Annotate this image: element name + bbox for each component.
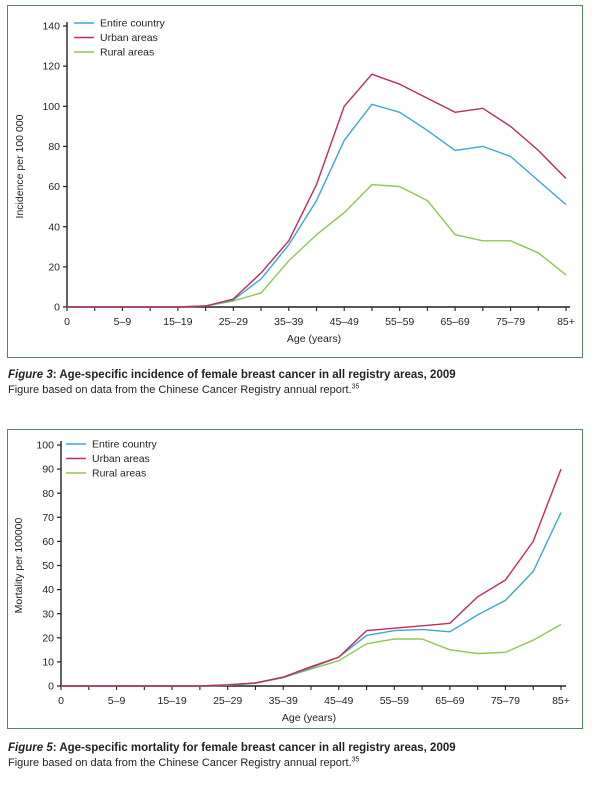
- chart1-legend-label-entire-country: Entire country: [100, 18, 166, 30]
- chart1-series-line-urban-areas: [67, 73, 567, 308]
- chart1-y-tick-label-100: 100: [42, 101, 60, 113]
- mortality-line-chart: 0 10 20 30 40 50 60 70 80 90 100 0 5–9 15–19 25–29 35–3…: [13, 439, 570, 724]
- chart2-y-tick-label-70: 70: [42, 512, 54, 524]
- chart2-y-tick-label-100: 100: [36, 440, 54, 452]
- figure-5-caption: Figure 5: Age-specific mortality for fem…: [8, 741, 588, 771]
- figure-5-title: Figure 5: Age-specific mortality for fem…: [8, 741, 588, 756]
- chart2-x-tick-label-55-59: 55–59: [380, 695, 409, 707]
- chart1-x-tick-label-85: 85+: [557, 316, 575, 328]
- figure-5-label: Figure 5: [8, 742, 53, 754]
- chart2-y-tick-label-40: 40: [42, 584, 54, 596]
- chart2-y-tick-label-10: 10: [42, 657, 54, 669]
- chart2-x-tick-label-45-49: 45–49: [324, 695, 353, 707]
- figure-3-reference: 35: [351, 383, 360, 391]
- figure-5-title-text: : Age-specific mortality for female brea…: [52, 742, 456, 754]
- chart2-series-line-urban-areas: [61, 468, 562, 687]
- chart1-y-tick-label-60: 60: [48, 181, 60, 193]
- chart1-x-tick-label-45-49: 45–49: [330, 316, 359, 328]
- chart1-legend-label-rural-areas: Rural areas: [100, 47, 154, 59]
- chart1-y-tick-label-120: 120: [42, 61, 60, 73]
- chart1-y-axis-title: Incidence per 100 000: [14, 114, 26, 218]
- chart1-x-tick-label-35-39: 35–39: [274, 316, 303, 328]
- chart2-y-tick-label-30: 30: [42, 608, 54, 620]
- chart2-y-tick-label-80: 80: [42, 488, 54, 500]
- chart1-legend-label-urban-areas: Urban areas: [100, 32, 158, 44]
- chart2-x-tick-label-75-79: 75–79: [491, 695, 520, 707]
- chart2-y-tick-label-90: 90: [42, 464, 54, 476]
- figure-3-source-text: Figure based on data from the Chinese Ca…: [8, 384, 352, 396]
- chart2-x-tick-label-65-69: 65–69: [435, 695, 464, 707]
- chart1-series-line-rural-areas: [67, 183, 567, 308]
- chart1-x-tick-label-0: 0: [64, 316, 70, 328]
- figure-3-label: Figure 3: [8, 369, 53, 381]
- chart2-legend-label-entire-country: Entire country: [92, 439, 158, 451]
- chart1-x-tick-label-75-79: 75–79: [496, 316, 525, 328]
- figure-5-source-text: Figure based on data from the Chinese Ca…: [8, 757, 352, 769]
- chart1-x-tick-label-5-9: 5–9: [114, 316, 132, 328]
- mortality-chart-panel: 0 10 20 30 40 50 60 70 80 90 100 0 5–9 15–19 25–29 35–3…: [7, 429, 583, 729]
- chart2-legend-label-rural-areas: Rural areas: [92, 468, 146, 480]
- chart2-x-axis-title: Age (years): [282, 712, 336, 724]
- chart2-x-tick-label-0: 0: [58, 695, 64, 707]
- chart1-x-tick-label-65-69: 65–69: [441, 316, 470, 328]
- figure-5-reference: 35: [351, 756, 360, 764]
- chart2-y-tick-label-20: 20: [42, 632, 54, 644]
- chart1-y-tick-label-40: 40: [48, 221, 60, 233]
- figure-5-source: Figure based on data from the Chinese Ca…: [8, 756, 588, 771]
- chart2-y-tick-label-60: 60: [42, 536, 54, 548]
- incidence-chart-panel: 0 20 40 60 80 100 120 140 0 5–9 15–19 25–29 35–39 45–…: [7, 5, 583, 358]
- chart1-x-tick-label-55-59: 55–59: [385, 316, 414, 328]
- chart2-legend-label-urban-areas: Urban areas: [92, 453, 150, 465]
- chart2-y-tick-label-0: 0: [48, 681, 54, 693]
- chart1-y-tick-label-0: 0: [54, 302, 60, 314]
- figure-3-source: Figure based on data from the Chinese Ca…: [8, 383, 588, 398]
- chart2-x-tick-label-5-9: 5–9: [108, 695, 126, 707]
- chart2-x-tick-label-25-29: 25–29: [213, 695, 242, 707]
- chart2-series-line-entire-country: [61, 512, 562, 687]
- figure-3-title-text: : Age-specific incidence of female breas…: [52, 369, 456, 381]
- figure-3-caption: Figure 3: Age-specific incidence of fema…: [8, 368, 588, 398]
- chart1-x-tick-label-15-19: 15–19: [163, 316, 192, 328]
- chart2-series-line-rural-areas: [61, 623, 562, 687]
- chart2-x-tick-label-85: 85+: [552, 695, 570, 707]
- chart1-x-tick-label-25-29: 25–29: [219, 316, 248, 328]
- incidence-line-chart: 0 20 40 60 80 100 120 140 0 5–9 15–19 25–29 35–39 45–…: [14, 18, 575, 345]
- chart2-y-tick-label-50: 50: [42, 560, 54, 572]
- chart2-y-axis-title: Mortality per 100000: [13, 517, 25, 613]
- chart1-y-tick-label-20: 20: [48, 261, 60, 273]
- chart2-x-tick-label-15-19: 15–19: [158, 695, 187, 707]
- chart1-series-line-entire-country: [67, 103, 567, 308]
- chart1-x-axis-title: Age (years): [287, 333, 341, 345]
- chart2-x-tick-label-35-39: 35–39: [269, 695, 298, 707]
- chart1-y-tick-label-140: 140: [42, 21, 60, 33]
- chart1-y-tick-label-80: 80: [48, 141, 60, 153]
- figure-3-title: Figure 3: Age-specific incidence of fema…: [8, 368, 588, 383]
